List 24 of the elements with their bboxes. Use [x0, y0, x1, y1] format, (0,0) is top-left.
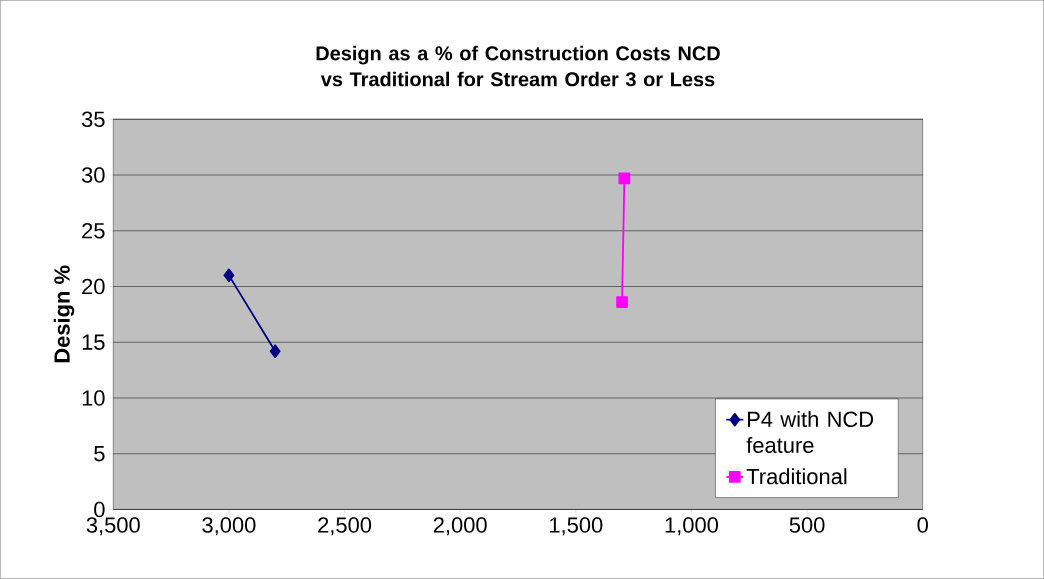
point — [223, 268, 235, 283]
x-tick-label: 0 — [917, 517, 928, 533]
y-tick-label: 35 — [81, 111, 105, 128]
y-tick-label: 25 — [82, 223, 105, 239]
legend-label: P4 with NCD feature — [746, 411, 874, 454]
x-tick-label: 3,500 — [86, 517, 140, 536]
x-tick-label: 1,500 — [550, 517, 603, 536]
x-tick-label: 2,000 — [433, 517, 487, 536]
y-tick-label: 15 — [82, 334, 105, 351]
point — [618, 172, 631, 185]
x-tick-label: 1,000 — [665, 517, 719, 536]
x-tick-label: 500 — [789, 517, 825, 533]
y-tick-label: 5 — [94, 446, 105, 462]
point — [269, 344, 281, 359]
chart-title: Design as a % of Construction Costs NCD vs Traditional for Stream Order 3 or Less — [316, 45, 720, 87]
y-tick-label: 0 — [94, 501, 105, 518]
y-tick-label: 30 — [81, 167, 105, 183]
y-axis-title: Design % — [53, 265, 75, 363]
y-tick-label: 10 — [82, 390, 105, 406]
legend-label: Traditional — [746, 468, 847, 485]
x-tick-label: 3,000 — [202, 517, 256, 536]
x-tick-label: 2,500 — [318, 517, 372, 536]
y-tick-label: 20 — [82, 278, 105, 295]
point — [616, 296, 628, 309]
